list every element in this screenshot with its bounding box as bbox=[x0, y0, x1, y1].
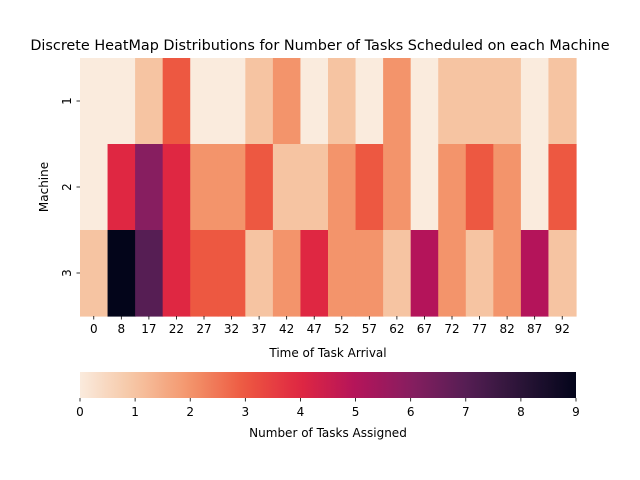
heatmap-cell bbox=[272, 144, 302, 231]
heatmap-cell bbox=[383, 58, 412, 145]
x-tick-label: 72 bbox=[444, 322, 459, 336]
heatmap-cell bbox=[162, 230, 191, 317]
colorbar-tick-label: 0 bbox=[76, 405, 84, 419]
heatmap-cell bbox=[355, 144, 384, 231]
x-tick-label: 22 bbox=[169, 322, 184, 336]
x-tick-label: 42 bbox=[279, 322, 294, 336]
heatmap-cell bbox=[217, 144, 246, 231]
heatmap-cell bbox=[410, 144, 439, 231]
y-tick-label: 2 bbox=[60, 183, 74, 191]
heatmap-cell bbox=[217, 230, 246, 317]
heatmap-cell bbox=[438, 58, 467, 145]
heatmap-cell bbox=[493, 58, 522, 145]
colorbar-tick-label: 9 bbox=[572, 405, 580, 419]
heatmap-cell bbox=[107, 230, 136, 317]
x-axis-ticks: 0 8 17 22 27 32 37 42 47 52 57 62 67 72 77 82 87 92 bbox=[90, 316, 570, 336]
colorbar-tick-label: 4 bbox=[297, 405, 305, 419]
x-tick-label: 77 bbox=[472, 322, 487, 336]
x-tick-label: 17 bbox=[141, 322, 156, 336]
heatmap-cell bbox=[190, 58, 219, 145]
heatmap-cell bbox=[355, 58, 384, 145]
heatmap-cell bbox=[272, 230, 302, 317]
colorbar-tick-label: 8 bbox=[517, 405, 525, 419]
heatmap-cell bbox=[162, 144, 191, 231]
heatmap-cell bbox=[465, 230, 494, 317]
x-tick-label: 8 bbox=[118, 322, 126, 336]
heatmap-cell bbox=[328, 144, 357, 231]
heatmap-cell bbox=[438, 144, 467, 231]
colorbar-tick-label: 5 bbox=[352, 405, 360, 419]
heatmap-cell bbox=[245, 230, 274, 317]
heatmap-cell bbox=[300, 58, 329, 145]
heatmap-cell bbox=[272, 58, 302, 145]
colorbar-tick-label: 6 bbox=[407, 405, 415, 419]
x-tick-label: 62 bbox=[389, 322, 404, 336]
heatmap-cell bbox=[190, 230, 219, 317]
heatmap-cell bbox=[520, 230, 550, 317]
x-tick-label: 82 bbox=[499, 322, 514, 336]
colorbar bbox=[80, 372, 576, 398]
heatmap-cell bbox=[107, 144, 136, 231]
chart-title: Discrete HeatMap Distributions for Numbe… bbox=[30, 38, 609, 54]
x-tick-label: 67 bbox=[417, 322, 432, 336]
heatmap-cells bbox=[80, 58, 577, 317]
heatmap-cell bbox=[300, 230, 329, 317]
y-tick-label: 1 bbox=[60, 97, 74, 105]
heatmap-cell bbox=[465, 58, 494, 145]
heatmap-cell bbox=[328, 58, 357, 145]
colorbar-tick-label: 1 bbox=[131, 405, 139, 419]
colorbar-label: Number of Tasks Assigned bbox=[249, 426, 407, 440]
heatmap-cell bbox=[410, 58, 439, 145]
heatmap-cell bbox=[548, 58, 577, 145]
x-tick-label: 32 bbox=[224, 322, 239, 336]
y-tick-label: 3 bbox=[60, 269, 74, 277]
x-tick-label: 27 bbox=[196, 322, 211, 336]
x-tick-label: 47 bbox=[307, 322, 322, 336]
colorbar-tick-label: 3 bbox=[242, 405, 250, 419]
heatmap-cell bbox=[520, 144, 550, 231]
heatmap-cell bbox=[300, 144, 329, 231]
x-tick-label: 0 bbox=[90, 322, 98, 336]
heatmap-cell bbox=[355, 230, 384, 317]
heatmap-cell bbox=[548, 144, 577, 231]
colorbar-tick-label: 7 bbox=[462, 405, 470, 419]
y-axis-ticks: 1 2 3 bbox=[60, 97, 80, 277]
x-tick-label: 92 bbox=[555, 322, 570, 336]
heatmap-cell bbox=[410, 230, 439, 317]
heatmap-cell bbox=[493, 230, 522, 317]
heatmap-cell bbox=[548, 230, 577, 317]
heatmap-cell bbox=[107, 58, 136, 145]
heatmap-cell bbox=[383, 230, 412, 317]
x-tick-label: 52 bbox=[334, 322, 349, 336]
x-tick-label: 57 bbox=[362, 322, 377, 336]
x-tick-label: 87 bbox=[527, 322, 542, 336]
heatmap-cell bbox=[162, 58, 191, 145]
heatmap-cell bbox=[493, 144, 522, 231]
x-tick-label: 37 bbox=[251, 322, 266, 336]
colorbar-tick-label: 2 bbox=[186, 405, 194, 419]
colorbar-ticks: 0 1 2 3 4 5 6 7 8 9 bbox=[76, 398, 580, 419]
heatmap-cell bbox=[135, 144, 164, 231]
y-axis-label: Machine bbox=[37, 162, 51, 212]
heatmap-cell bbox=[465, 144, 494, 231]
heatmap-cell bbox=[328, 230, 357, 317]
heatmap-cell bbox=[80, 144, 109, 231]
heatmap-cell bbox=[135, 230, 164, 317]
heatmap-cell bbox=[520, 58, 550, 145]
heatmap-cell bbox=[245, 144, 274, 231]
x-axis-label: Time of Task Arrival bbox=[268, 346, 386, 360]
heatmap-cell bbox=[245, 58, 274, 145]
heatmap-cell bbox=[190, 144, 219, 231]
heatmap-cell bbox=[135, 58, 164, 145]
heatmap-cell bbox=[383, 144, 412, 231]
heatmap-cell bbox=[80, 58, 109, 145]
heatmap-cell bbox=[217, 58, 246, 145]
heatmap-cell bbox=[80, 230, 109, 317]
heatmap-cell bbox=[438, 230, 467, 317]
